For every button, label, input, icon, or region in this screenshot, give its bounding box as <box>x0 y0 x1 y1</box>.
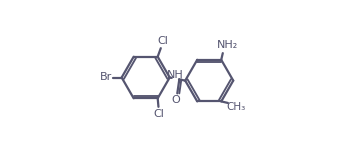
Text: NH: NH <box>167 70 184 80</box>
Text: CH₃: CH₃ <box>226 102 245 112</box>
Text: O: O <box>171 95 180 105</box>
Text: Cl: Cl <box>154 109 165 119</box>
Text: NH₂: NH₂ <box>217 40 238 50</box>
Text: Cl: Cl <box>157 36 168 46</box>
Text: Br: Br <box>100 73 112 82</box>
